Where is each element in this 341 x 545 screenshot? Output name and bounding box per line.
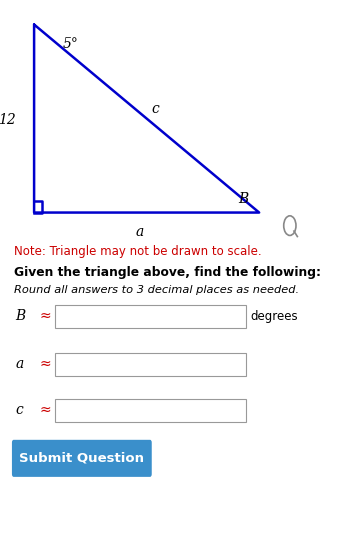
Text: Round all answers to 3 decimal places as needed.: Round all answers to 3 decimal places as… <box>14 285 299 295</box>
Text: ≈: ≈ <box>39 309 51 323</box>
Text: 12: 12 <box>0 113 15 127</box>
Text: Note: Triangle may not be drawn to scale.: Note: Triangle may not be drawn to scale… <box>14 245 261 258</box>
Text: Submit Question: Submit Question <box>19 452 144 465</box>
FancyBboxPatch shape <box>55 353 246 376</box>
Text: degrees: degrees <box>251 310 298 323</box>
Text: B: B <box>15 309 26 323</box>
FancyBboxPatch shape <box>12 440 152 477</box>
Text: Given the triangle above, find the following:: Given the triangle above, find the follo… <box>14 266 321 279</box>
Text: ≈: ≈ <box>39 403 51 417</box>
Text: a: a <box>15 356 24 371</box>
FancyBboxPatch shape <box>55 399 246 422</box>
Text: ≈: ≈ <box>39 356 51 371</box>
Text: a: a <box>136 225 144 239</box>
Text: 5°: 5° <box>63 37 79 51</box>
Text: c: c <box>151 102 159 116</box>
Text: B: B <box>239 192 249 206</box>
FancyBboxPatch shape <box>55 305 246 328</box>
Text: c: c <box>15 403 23 417</box>
